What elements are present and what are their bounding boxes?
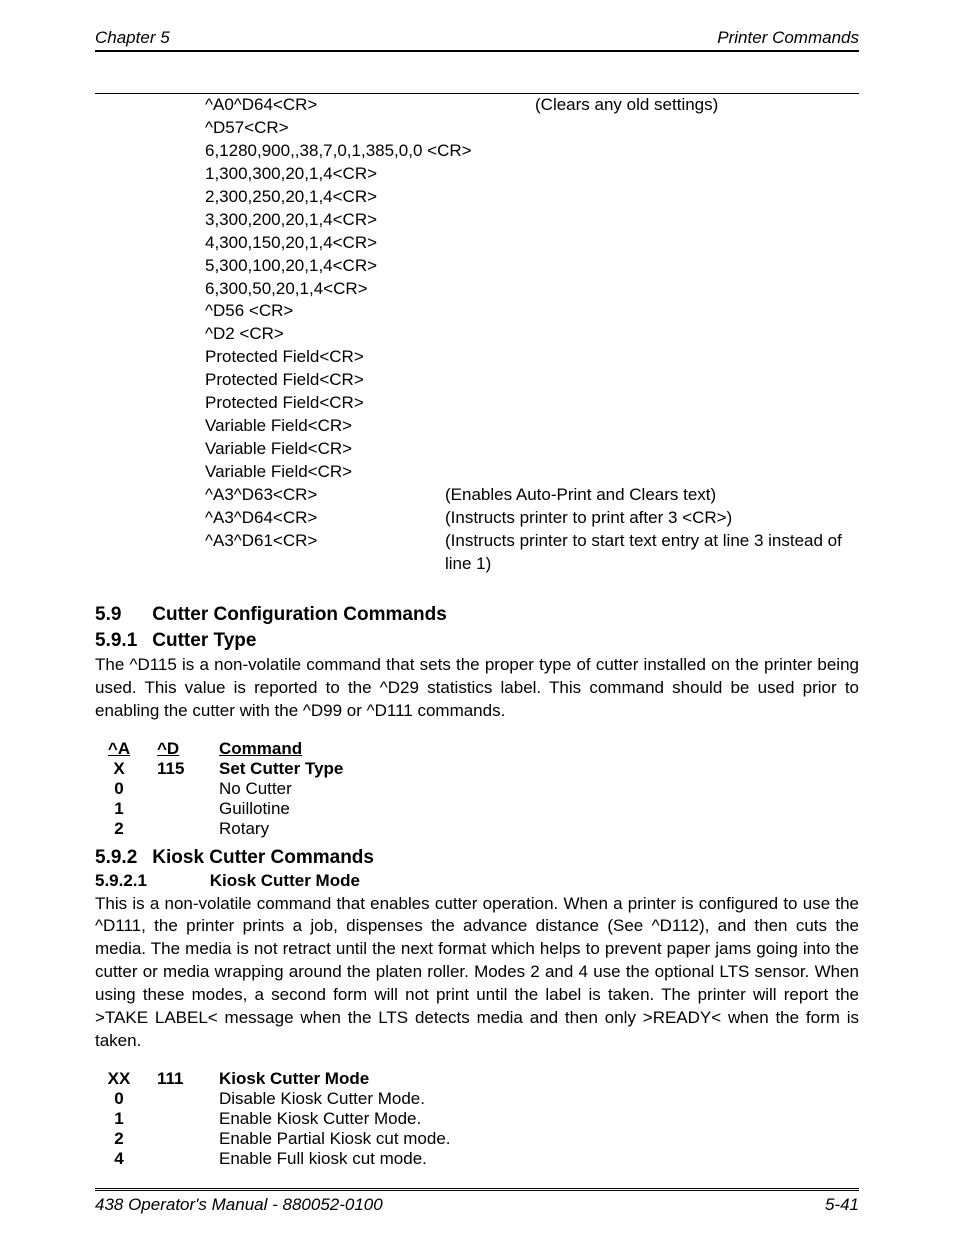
code-example-block: ^A0^D64<CR> (Clears any old settings) ^D… [205, 94, 859, 576]
section-heading-5-9-1: 5.9.1 Cutter Type [95, 630, 859, 652]
td: 4 [95, 1149, 157, 1169]
td [157, 1089, 219, 1109]
td: Disable Kiosk Cutter Mode. [219, 1089, 465, 1109]
td: Enable Partial Kiosk cut mode. [219, 1129, 465, 1149]
section-heading-5-9-2-1: 5.9.2.1 Kiosk Cutter Mode [95, 871, 859, 891]
td: 0 [95, 779, 157, 799]
cutter-type-table: ^A ^D Command X 115 Set Cutter Type 0 No… [95, 739, 357, 839]
code-line: ^D57<CR> [205, 117, 859, 140]
code-line: Protected Field<CR> [205, 369, 859, 392]
code-comment: (Enables Auto-Print and Clears text) [445, 484, 859, 507]
code-line: 1,300,300,20,1,4<CR> [205, 163, 859, 186]
code-line: Protected Field<CR> [205, 392, 859, 415]
code-line: 6,300,50,20,1,4<CR> [205, 278, 859, 301]
section-title: Cutter Type [152, 630, 256, 651]
td: No Cutter [219, 779, 357, 799]
td [157, 1149, 219, 1169]
td: Guillotine [219, 799, 357, 819]
td: Kiosk Cutter Mode [219, 1069, 465, 1089]
code-line: Variable Field<CR> [205, 438, 859, 461]
code-line: Protected Field<CR> [205, 346, 859, 369]
header-right: Printer Commands [717, 28, 859, 48]
td: 1 [95, 1109, 157, 1129]
td: 2 [95, 819, 157, 839]
section-heading-5-9-2: 5.9.2 Kiosk Cutter Commands [95, 847, 859, 869]
td: Enable Full kiosk cut mode. [219, 1149, 465, 1169]
code-comment: (Instructs printer to print after 3 <CR>… [445, 507, 859, 530]
td [157, 1109, 219, 1129]
th-d: ^D [157, 739, 219, 759]
th-a: ^A [95, 739, 157, 759]
section-title: Kiosk Cutter Mode [210, 871, 360, 890]
body-paragraph: This is a non-volatile command that enab… [95, 893, 859, 1054]
page-footer: 438 Operator's Manual - 880052-0100 5-41 [95, 1188, 859, 1215]
header-left: Chapter 5 [95, 28, 170, 48]
td [157, 1129, 219, 1149]
td: 2 [95, 1129, 157, 1149]
section-title: Cutter Configuration Commands [152, 604, 447, 625]
code-line: 2,300,250,20,1,4<CR> [205, 186, 859, 209]
code-line: 4,300,150,20,1,4<CR> [205, 232, 859, 255]
td: Set Cutter Type [219, 759, 357, 779]
code-line: 5,300,100,20,1,4<CR> [205, 255, 859, 278]
kiosk-mode-table: XX 111 Kiosk Cutter Mode 0 Disable Kiosk… [95, 1069, 465, 1169]
section-num: 5.9.1 [95, 630, 147, 652]
code-comment: (Instructs printer to start text entry a… [445, 530, 859, 576]
code-line: ^D56 <CR> [205, 300, 859, 323]
code-line: 6,1280,900,,38,7,0,1,385,0,0 <CR> [205, 140, 859, 163]
td: 111 [157, 1069, 219, 1089]
code-cmd: ^A3^D64<CR> [205, 507, 445, 530]
code-line: ^D2 <CR> [205, 323, 859, 346]
td [157, 779, 219, 799]
td [157, 799, 219, 819]
section-num: 5.9.2 [95, 847, 147, 869]
page-header: Chapter 5 Printer Commands [95, 28, 859, 94]
td: 0 [95, 1089, 157, 1109]
code-line: Variable Field<CR> [205, 415, 859, 438]
footer-left: 438 Operator's Manual - 880052-0100 [95, 1195, 383, 1215]
td: Enable Kiosk Cutter Mode. [219, 1109, 465, 1129]
code-line: Variable Field<CR> [205, 461, 859, 484]
td: Rotary [219, 819, 357, 839]
th-command: Command [219, 739, 357, 759]
code-cmd: ^A3^D63<CR> [205, 484, 445, 507]
code-comment: (Clears any old settings) [535, 94, 859, 117]
td [157, 819, 219, 839]
body-paragraph: The ^D115 is a non-volatile command that… [95, 654, 859, 723]
section-title: Kiosk Cutter Commands [152, 847, 374, 868]
code-cmd: ^A3^D61<CR> [205, 530, 445, 576]
td: XX [95, 1069, 157, 1089]
code-cmd: ^A0^D64<CR> [205, 94, 535, 117]
td: 115 [157, 759, 219, 779]
section-num: 5.9 [95, 604, 147, 626]
td: 1 [95, 799, 157, 819]
section-num: 5.9.2.1 [95, 871, 205, 891]
td: X [95, 759, 157, 779]
footer-right: 5-41 [825, 1195, 859, 1215]
section-heading-5-9: 5.9 Cutter Configuration Commands [95, 604, 859, 626]
code-line: 3,300,200,20,1,4<CR> [205, 209, 859, 232]
